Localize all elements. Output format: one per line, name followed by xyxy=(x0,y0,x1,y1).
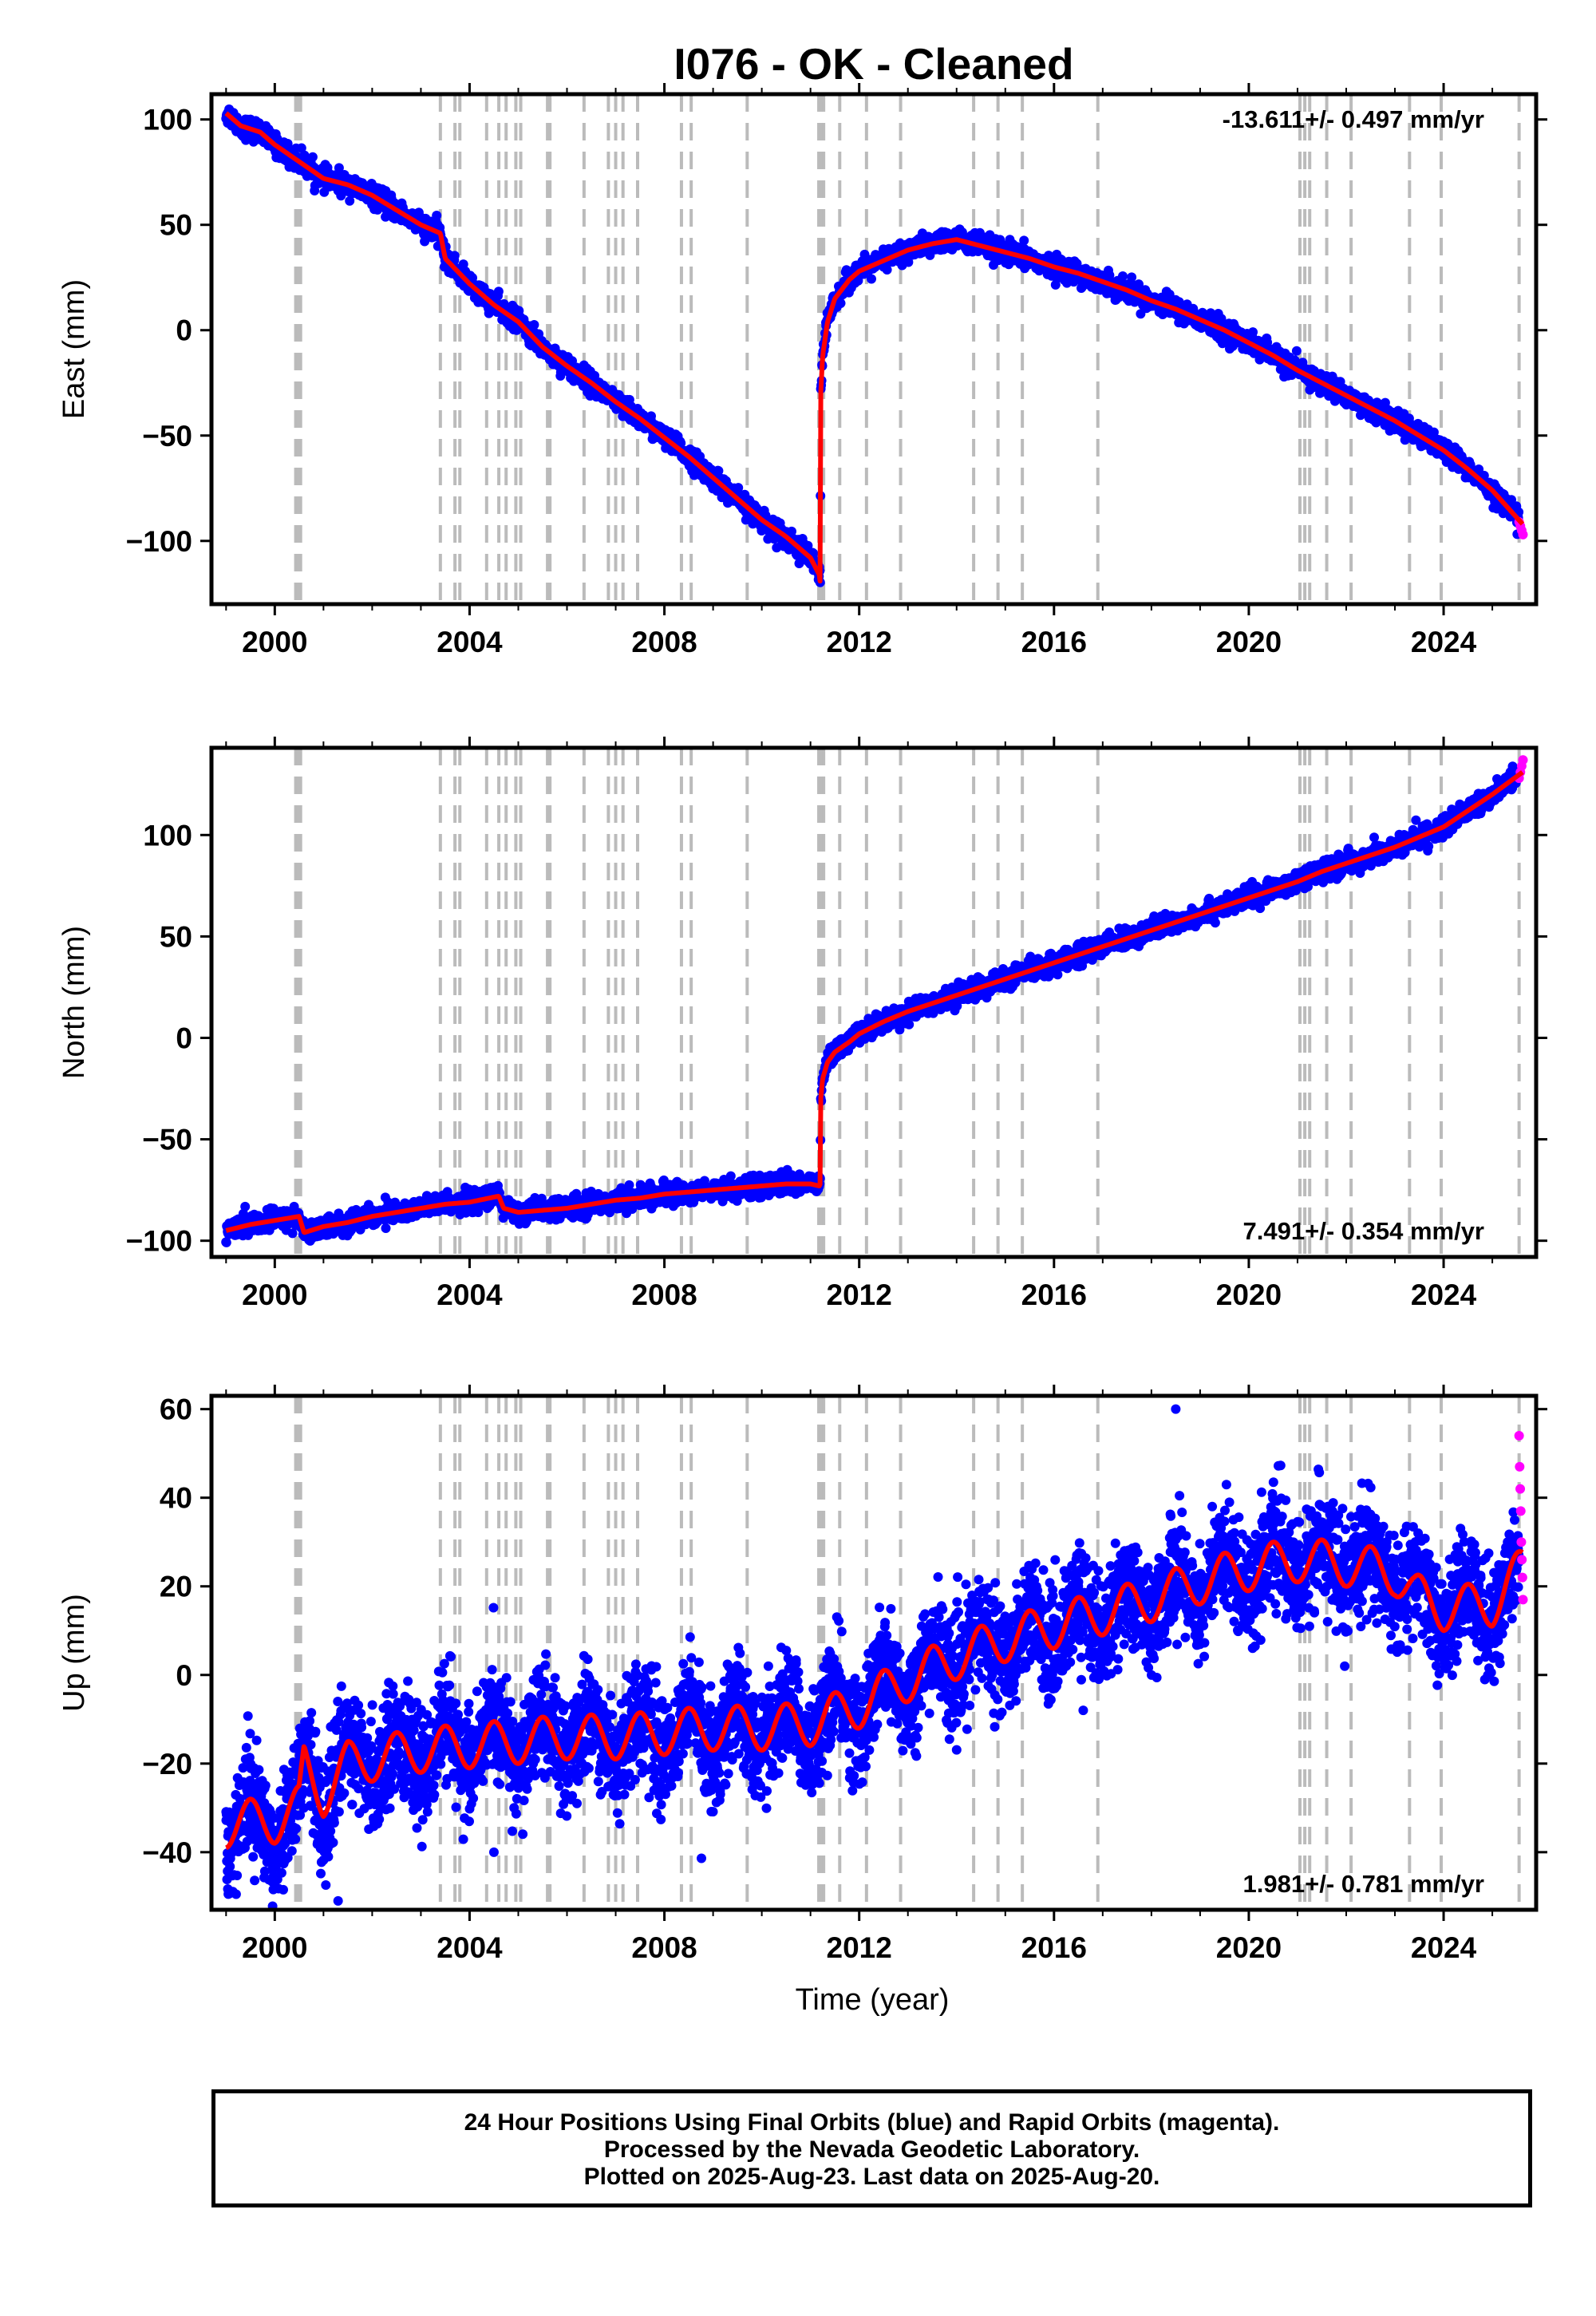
x-tick-label: 2004 xyxy=(437,626,503,658)
final-orbit-point xyxy=(307,152,318,162)
x-tick-label: 2000 xyxy=(242,626,307,658)
y-axis-title: East (mm) xyxy=(57,279,91,419)
x-tick-label: 2024 xyxy=(1411,626,1477,658)
final-orbit-point xyxy=(836,298,846,308)
rapid-orbit-point xyxy=(1518,529,1528,539)
final-orbit-point xyxy=(287,1228,298,1239)
plot-area xyxy=(221,94,1528,604)
final-orbit-point xyxy=(493,287,504,297)
final-orbit-point xyxy=(867,274,876,284)
x-tick-label: 2008 xyxy=(631,626,697,658)
final-orbit-point xyxy=(296,143,306,153)
x-tick-label: 2020 xyxy=(1216,626,1282,658)
y-tick-label: −100 xyxy=(126,525,192,558)
velocity-rate-label: -13.611+/- 0.497 mm/yr xyxy=(1223,105,1484,133)
final-orbit-point xyxy=(646,411,656,421)
final-orbit-point xyxy=(1019,235,1029,246)
final-orbit-point xyxy=(1291,346,1302,356)
y-tick-label: 100 xyxy=(143,104,192,136)
x-tick-label: 2016 xyxy=(1021,626,1087,658)
final-orbit-points xyxy=(221,104,1524,587)
final-orbit-point xyxy=(345,196,355,206)
final-orbit-point xyxy=(1118,271,1128,281)
chart-title: I076 - OK - Cleaned xyxy=(674,39,1073,89)
final-orbit-point xyxy=(529,320,539,330)
final-orbit-point xyxy=(381,1223,391,1233)
final-orbit-point xyxy=(240,1201,251,1211)
y-tick-label: 0 xyxy=(176,314,192,347)
final-orbit-point xyxy=(1127,272,1137,283)
panel-north: 2000 2004 2008 2012 2016 2020 2024−100−5005010… xyxy=(57,737,1547,1311)
y-tick-label: −50 xyxy=(142,420,192,453)
final-orbit-point xyxy=(334,163,344,173)
panel-frame xyxy=(209,92,1539,607)
x-tick-label: 2012 xyxy=(827,626,892,658)
final-orbit-point xyxy=(449,251,460,261)
final-orbit-point xyxy=(221,1237,231,1247)
final-orbit-point xyxy=(882,265,892,275)
panel-east: 2000 2004 2008 2012 2016 2020 2024 −100 −50 0 50 10… xyxy=(57,83,1547,658)
y-tick-label: 50 xyxy=(160,209,192,242)
final-orbit-point xyxy=(432,211,442,220)
plot-area xyxy=(221,748,1528,1257)
final-orbit-point xyxy=(420,236,430,247)
